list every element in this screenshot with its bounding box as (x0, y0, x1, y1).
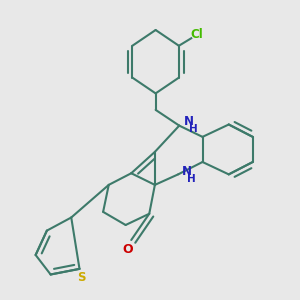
Text: Cl: Cl (190, 28, 203, 41)
Text: N: N (182, 165, 192, 178)
Text: S: S (77, 271, 86, 284)
Text: N: N (184, 116, 194, 128)
Text: O: O (122, 243, 133, 256)
Text: H: H (187, 174, 195, 184)
Text: H: H (189, 124, 198, 134)
